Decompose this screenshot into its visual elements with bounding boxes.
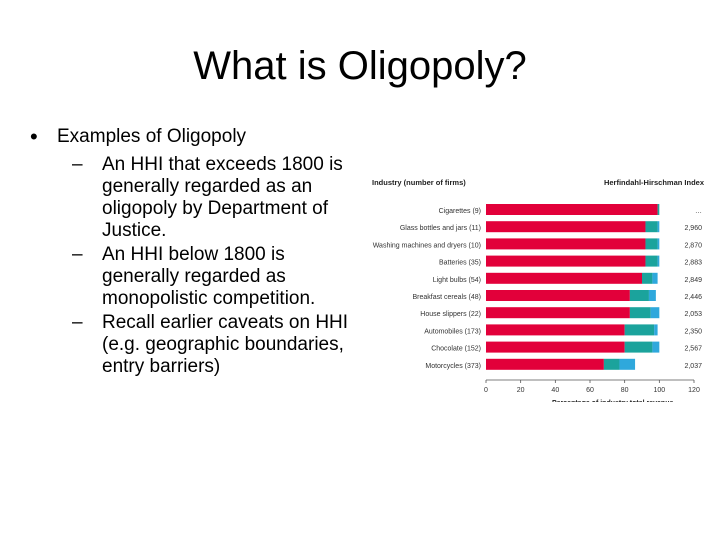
hhi-value: … bbox=[695, 208, 702, 215]
x-tick-label: 0 bbox=[484, 387, 488, 394]
category-label: Washing machines and dryers (10) bbox=[373, 242, 481, 249]
bar-segment bbox=[657, 238, 660, 250]
category-label: Light bulbs (54) bbox=[433, 277, 481, 284]
hhi-value: 2,053 bbox=[684, 311, 702, 318]
x-tick-label: 120 bbox=[688, 387, 700, 394]
x-tick-label: 40 bbox=[551, 387, 559, 394]
bar-segment bbox=[486, 238, 646, 250]
bar-segment bbox=[486, 221, 646, 233]
hhi-value: 2,849 bbox=[684, 277, 702, 284]
bar-segment bbox=[486, 290, 630, 301]
bar-segment bbox=[486, 358, 604, 370]
hhi-value: 2,960 bbox=[684, 225, 702, 232]
bar-segment bbox=[486, 307, 630, 319]
sub-bullet-item: – An HHI below 1800 is generally regarde… bbox=[72, 244, 360, 310]
sub-bullet-mark: – bbox=[72, 312, 83, 333]
hhi-value: 2,883 bbox=[684, 260, 702, 267]
bar-segment bbox=[648, 290, 656, 301]
category-label: Motorcycles (373) bbox=[425, 363, 481, 370]
hhi-value: 2,037 bbox=[684, 363, 702, 370]
category-label: Glass bottles and jars (11) bbox=[400, 225, 481, 232]
sub-bullet-mark: – bbox=[72, 244, 83, 265]
bar-segment bbox=[657, 221, 660, 233]
hhi-chart: Industry (number of firms) Herfindahl-Hir… bbox=[352, 170, 714, 402]
bar-segment bbox=[652, 341, 660, 353]
bar-segment bbox=[654, 324, 658, 336]
sub-bullet-item: – Recall earlier caveats on HHI (e.g. ge… bbox=[72, 312, 360, 378]
bullet-mark: • bbox=[30, 124, 38, 149]
bar-segment bbox=[624, 324, 655, 336]
bar-segment bbox=[629, 290, 649, 301]
bar-segment bbox=[642, 272, 653, 284]
x-axis-title: Percentage of industry total revenue bbox=[552, 400, 673, 402]
category-label: Automobiles (173) bbox=[424, 328, 481, 335]
bar-segment bbox=[486, 341, 625, 353]
sub-bullet-text: Recall earlier caveats on HHI (e.g. geog… bbox=[102, 312, 349, 377]
bar-segment bbox=[486, 204, 658, 215]
sub-bullet-item: – An HHI that exceeds 1800 is generally … bbox=[72, 154, 360, 242]
x-tick-label: 80 bbox=[621, 387, 629, 394]
sub-bullet-mark: – bbox=[72, 154, 83, 175]
bar-segment bbox=[645, 221, 658, 233]
bar-segment bbox=[650, 307, 660, 319]
hhi-value: 2,567 bbox=[684, 346, 702, 353]
bar-segment bbox=[486, 324, 625, 336]
x-tick-label: 60 bbox=[586, 387, 594, 394]
slide-title: What is Oligopoly? bbox=[193, 44, 527, 88]
bullet-text: Examples of Oligopoly bbox=[57, 126, 247, 147]
sub-bullet-text: An HHI below 1800 is generally regarded … bbox=[102, 244, 316, 309]
bar-segment bbox=[657, 204, 660, 215]
bar-segment bbox=[645, 238, 658, 250]
bullet-list: • Examples of Oligopoly – An HHI that ex… bbox=[30, 126, 360, 380]
category-label: Chocolate (152) bbox=[431, 346, 481, 353]
bar-segment bbox=[486, 255, 646, 267]
bar-segment bbox=[486, 272, 642, 284]
category-label: Batteries (35) bbox=[439, 260, 481, 267]
category-label: Cigarettes (9) bbox=[439, 208, 481, 215]
hhi-value: 2,446 bbox=[684, 294, 702, 301]
left-header: Industry (number of firms) bbox=[372, 178, 466, 187]
bar-segment bbox=[657, 255, 660, 267]
hhi-value: 2,870 bbox=[684, 242, 702, 249]
hhi-value: 2,350 bbox=[684, 328, 702, 335]
bullet-item: • Examples of Oligopoly bbox=[30, 126, 360, 148]
bar-segment bbox=[603, 358, 620, 370]
bar-segment bbox=[619, 358, 636, 370]
category-label: Breakfast cereals (48) bbox=[413, 294, 481, 301]
bar-segment bbox=[624, 341, 653, 353]
category-label: House slippers (22) bbox=[420, 311, 481, 318]
bar-segment bbox=[645, 255, 658, 267]
x-tick-label: 20 bbox=[517, 387, 525, 394]
hhi-chart-svg: Industry (number of firms) Herfindahl-Hir… bbox=[372, 178, 705, 402]
right-header: Herfindahl-Hirschman Index bbox=[604, 178, 705, 187]
x-tick-label: 100 bbox=[653, 387, 665, 394]
bar-segment bbox=[652, 272, 658, 284]
sub-bullet-text: An HHI that exceeds 1800 is generally re… bbox=[102, 154, 343, 241]
bar-segment bbox=[629, 307, 651, 319]
